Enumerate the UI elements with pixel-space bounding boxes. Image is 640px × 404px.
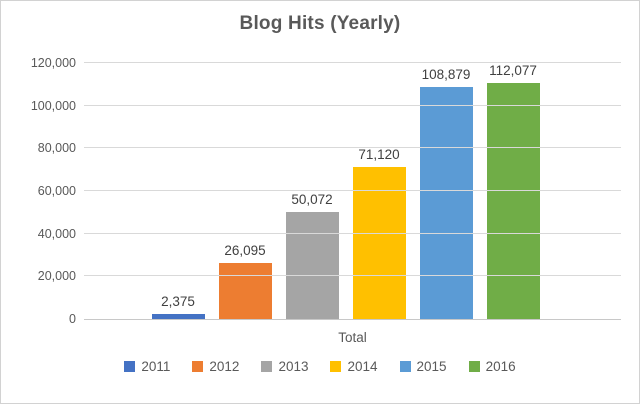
legend-label: 2014 [347,359,378,374]
bar-group-2012: 26,095 [218,63,272,319]
y-axis-tick-label: 20,000 [37,269,76,284]
gridline [84,62,621,63]
legend-label: 2012 [209,359,240,374]
bar-data-label: 2,375 [161,294,195,309]
plot-area: 2,375 26,095 50,072 71,120 108,879 112,077 [84,62,621,320]
x-axis-line [84,319,621,320]
bar-2013 [285,212,339,319]
legend-swatch-icon [399,361,411,372]
legend: 2011 2012 2013 2014 2015 2016 [1,359,639,374]
legend-label: 2013 [278,359,309,374]
bar-2016 [486,83,540,319]
y-axis-tick-label: 0 [69,312,76,326]
legend-swatch-icon [192,361,204,372]
bars-row: 2,375 26,095 50,072 71,120 108,879 112,077 [77,63,614,319]
y-axis-tick-label: 120,000 [30,56,76,70]
y-axis-labels: 0 20,000 40,000 60,000 80,000 100,000 120,000 [1,56,76,326]
gridline [84,232,621,234]
legend-label: 2011 [141,359,171,374]
legend-swatch-icon [261,361,273,372]
legend-label: 2016 [485,359,516,374]
y-axis-tick-label: 80,000 [37,141,76,156]
y-axis-tick-label: 60,000 [37,184,76,198]
bar-2011 [151,314,205,319]
gridline [84,275,621,277]
legend-item-2013: 2013 [261,359,308,374]
y-axis-tick-label: 100,000 [30,98,76,113]
gridline [84,147,621,149]
legend-item-2015: 2015 [399,359,447,374]
bar-group-2014: 71,120 [352,63,406,319]
bar-data-label: 112,077 [489,63,537,78]
gridline [84,190,621,191]
legend-item-2012: 2012 [192,359,239,374]
bar-data-label: 71,120 [358,147,400,162]
bar-2015 [419,87,473,319]
legend-label: 2015 [416,359,447,374]
chart-title: Blog Hits (Yearly) [239,13,401,34]
bar-data-label: 108,879 [421,67,471,82]
legend-swatch-icon [124,361,136,372]
bar-group-2015: 108,879 [419,63,473,319]
legend-item-2011: 2011 [124,359,170,374]
gridline [84,104,621,106]
x-axis-category-label: Total [338,330,367,345]
legend-swatch-icon [330,361,342,372]
bar-2012 [218,263,272,319]
y-axis-tick-label: 40,000 [37,226,76,241]
bar-group-2013: 50,072 [285,63,339,319]
bar-data-label: 26,095 [224,243,266,258]
bar-2014 [352,167,406,319]
bar-data-label: 50,072 [291,192,333,207]
bar-group-2011: 2,375 [151,63,205,319]
legend-item-2014: 2014 [330,359,378,374]
legend-item-2016: 2016 [468,359,516,374]
legend-swatch-icon [468,361,480,372]
bar-group-2016: 112,077 [486,63,540,319]
